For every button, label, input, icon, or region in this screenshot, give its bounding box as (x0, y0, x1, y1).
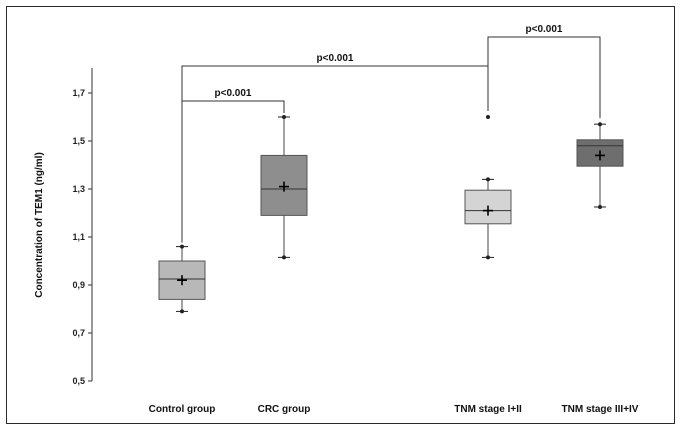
y-tick-label: 1,1 (72, 232, 85, 242)
y-tick-label: 1,5 (72, 136, 85, 146)
box-tnm-stage-i-ii (464, 115, 512, 260)
category-label: CRC group (258, 404, 311, 415)
y-tick-label: 0,7 (72, 328, 85, 338)
outlier-point (486, 115, 490, 119)
y-tick-label: 0,5 (72, 376, 85, 386)
y-axis: 0,5 0,7 0,9 1,1 1,3 1,5 1,7 (72, 68, 93, 386)
significance-bracket: p<0.001 (181, 53, 489, 111)
x-axis-labels: Control group CRC group TNM stage I+II TNM … (149, 404, 639, 415)
box-control-group (158, 244, 206, 314)
bracket-line (181, 65, 489, 111)
p-value-label: p<0.001 (317, 53, 354, 64)
significance-bracket: p<0.001 (487, 24, 601, 119)
box-tnm-stage-iii-iv (576, 122, 624, 209)
category-label: TNM stage I+II (454, 404, 522, 415)
bracket-line (487, 36, 601, 119)
p-value-label: p<0.001 (526, 24, 563, 35)
y-tick-label: 1,7 (72, 88, 85, 98)
y-tick-label: 0,9 (72, 280, 85, 290)
iqr-box (576, 139, 624, 167)
bracket-line (181, 100, 285, 243)
p-value-label: p<0.001 (215, 88, 252, 99)
y-axis-title: Concentration of TEM1 (ng/ml) (34, 152, 45, 298)
significance-brackets: p<0.001 p<0.001 p<0.001 (181, 24, 601, 243)
y-tick-label: 1,3 (72, 184, 85, 194)
category-label: Control group (149, 404, 216, 415)
significance-bracket: p<0.001 (181, 88, 285, 243)
chart-frame (6, 6, 675, 424)
box-series (158, 115, 624, 314)
box-crc-group (260, 115, 308, 260)
category-label: TNM stage III+IV (562, 404, 639, 415)
